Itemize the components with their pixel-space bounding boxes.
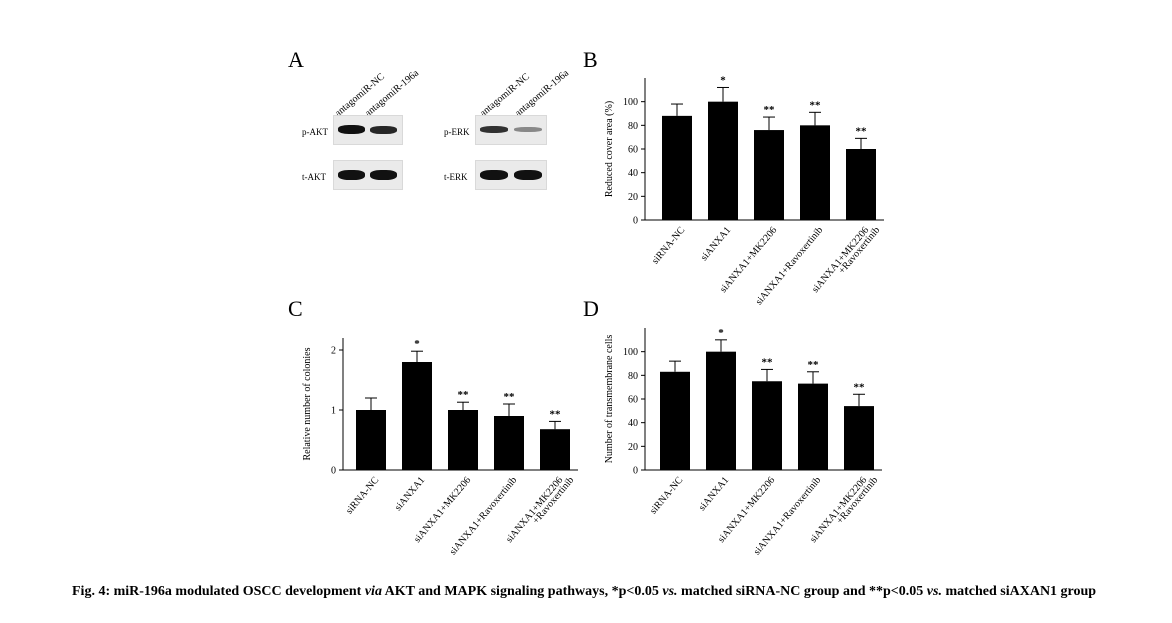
caption-fig: Fig. 4: xyxy=(72,584,111,599)
band xyxy=(514,127,542,132)
lane-label: antagomiR-196a xyxy=(362,67,422,119)
bar-c xyxy=(356,410,386,470)
bar-b xyxy=(800,125,830,220)
significance-mark-b: ** xyxy=(764,104,776,116)
lane-label: antagomiR-NC xyxy=(332,71,387,119)
panel-label-a: A xyxy=(288,47,304,72)
x-tick-label-d: +Ravoxertinib xyxy=(835,475,881,526)
bar-d xyxy=(660,371,690,470)
row-label: p-ERK xyxy=(444,127,470,137)
x-tick-label-d: siRNA-NC xyxy=(648,475,686,517)
y-tick-label-d: 40 xyxy=(628,418,638,429)
bar-c xyxy=(540,429,570,470)
row-label: t-ERK xyxy=(444,172,468,182)
y-tick-label-d: 100 xyxy=(623,347,638,358)
bar-d xyxy=(844,406,874,470)
significance-mark-d: ** xyxy=(762,356,774,368)
panel-label-c: C xyxy=(288,296,303,321)
caption-via: via xyxy=(364,584,382,599)
significance-mark-d: * xyxy=(718,327,724,339)
y-tick-label-b: 20 xyxy=(628,192,638,203)
blot-strip xyxy=(475,115,547,145)
y-axis-label-b: Reduced cover area (%) xyxy=(604,101,615,197)
significance-mark-c: ** xyxy=(550,408,562,420)
significance-mark-d: ** xyxy=(808,359,820,371)
blot-strip xyxy=(333,115,403,145)
y-tick-label-b: 100 xyxy=(623,97,638,108)
caption-text: matched siRNA-NC group and **p<0.05 xyxy=(677,584,927,599)
y-tick-label-b: 60 xyxy=(628,145,638,156)
blot-strip xyxy=(475,160,547,190)
x-tick-label-c: siRNA-NC xyxy=(344,475,382,517)
x-tick-label-c: siANXA1+Ravoxertinib xyxy=(448,475,520,557)
y-tick-label-b: 0 xyxy=(633,216,638,227)
band xyxy=(338,125,365,134)
band xyxy=(480,170,508,180)
y-tick-label-d: 20 xyxy=(628,442,638,453)
x-tick-label-c: siANXA1 xyxy=(393,475,427,513)
bar-c xyxy=(402,362,432,470)
figure-caption: Fig. 4: miR-196a modulated OSCC developm… xyxy=(72,583,1132,601)
y-tick-label-b: 40 xyxy=(628,168,638,179)
row-label: t-AKT xyxy=(302,172,326,182)
y-tick-label-c: 2 xyxy=(331,346,336,357)
significance-mark-b: ** xyxy=(856,125,868,137)
band xyxy=(370,170,397,180)
y-tick-label-d: 80 xyxy=(628,371,638,382)
x-tick-label-b: siANXA1+MK2206 xyxy=(810,225,871,295)
x-tick-label-d: siANXA1 xyxy=(697,475,731,513)
caption-text: miR-196a modulated OSCC development xyxy=(110,584,365,599)
western-blot-erk: antagomiR-NC antagomiR-196a p-ERK t-ERK xyxy=(440,60,571,190)
significance-mark-c: * xyxy=(414,338,420,350)
significance-mark-c: ** xyxy=(504,391,516,403)
band xyxy=(480,126,508,133)
bar-b xyxy=(662,115,692,220)
bar-d xyxy=(752,381,782,470)
caption-vs: vs. xyxy=(662,584,678,599)
y-axis-label-d: Number of transmembrane cells xyxy=(604,335,615,464)
bar-c xyxy=(448,410,478,470)
y-tick-label-c: 1 xyxy=(331,406,336,417)
x-tick-label-c: siANXA1+MK2206 xyxy=(504,475,565,545)
x-tick-label-d: siANXA1+MK2206 xyxy=(716,475,777,545)
bar-d xyxy=(798,383,828,470)
significance-mark-c: ** xyxy=(458,389,470,401)
panel-label-b: B xyxy=(583,47,598,72)
band xyxy=(514,170,542,180)
x-tick-label-b: siANXA1+MK2206 xyxy=(718,225,779,295)
significance-mark-b: ** xyxy=(810,99,822,111)
x-tick-label-c: +Ravoxertinib xyxy=(531,475,577,526)
y-tick-label-d: 0 xyxy=(633,466,638,477)
caption-vs: vs. xyxy=(926,584,942,599)
y-tick-label-b: 80 xyxy=(628,121,638,132)
row-label: p-AKT xyxy=(302,127,328,137)
y-tick-label-d: 60 xyxy=(628,395,638,406)
x-tick-label-b: siRNA-NC xyxy=(650,225,688,267)
x-tick-label-d: siANXA1+Ravoxertinib xyxy=(752,475,824,557)
bar-d xyxy=(706,351,736,470)
x-tick-label-b: siANXA1 xyxy=(699,225,733,263)
y-axis-label-c: Relative number of colonies xyxy=(302,347,313,460)
x-tick-label-d: siANXA1+MK2206 xyxy=(808,475,869,545)
x-tick-label-c: siANXA1+MK2206 xyxy=(412,475,473,545)
band xyxy=(338,170,365,180)
y-tick-label-c: 0 xyxy=(331,466,336,477)
bar-b xyxy=(708,101,738,220)
band xyxy=(370,126,397,134)
x-tick-label-b: +Ravoxertinib xyxy=(837,225,883,276)
bar-c xyxy=(494,416,524,470)
x-tick-label-b: siANXA1+Ravoxertinib xyxy=(754,225,826,307)
western-blot-akt: antagomiR-NC antagomiR-196a p-AKT t-AKT xyxy=(300,60,421,190)
significance-mark-b: * xyxy=(720,74,726,86)
panel-label-d: D xyxy=(583,296,599,321)
bar-b xyxy=(846,149,876,220)
bar-b xyxy=(754,130,784,220)
caption-text: AKT and MAPK signaling pathways, *p<0.05 xyxy=(381,584,663,599)
caption-text: matched siAXAN1 group xyxy=(941,584,1097,599)
blot-strip xyxy=(333,160,403,190)
significance-mark-d: ** xyxy=(854,381,866,393)
